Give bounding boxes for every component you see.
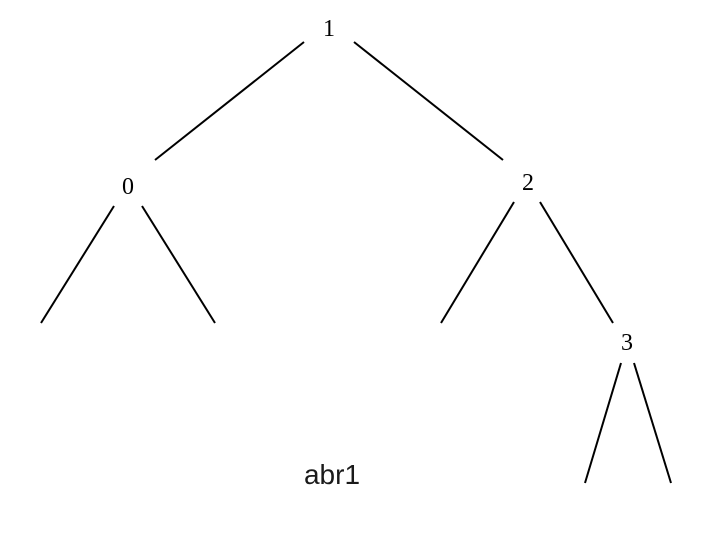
- edge-2-left-null: [440, 201, 515, 324]
- edge-0-left-null: [40, 205, 115, 324]
- tree-nodes: 1 0 2 3: [122, 16, 633, 356]
- tree-edges: [40, 41, 672, 484]
- edge-3-left-null: [584, 362, 622, 484]
- tree-node-0: 0: [122, 174, 134, 200]
- edge-3-right-null: [633, 362, 672, 484]
- edge-1-0: [154, 41, 305, 161]
- tree-node-2: 2: [522, 170, 534, 196]
- edge-1-2: [353, 41, 504, 161]
- diagram-caption: abr1: [303, 459, 361, 490]
- edge-0-right-null: [141, 205, 216, 324]
- tree-node-1: 1: [323, 16, 335, 42]
- tree-node-3: 3: [621, 330, 633, 356]
- edge-2-3: [539, 201, 614, 324]
